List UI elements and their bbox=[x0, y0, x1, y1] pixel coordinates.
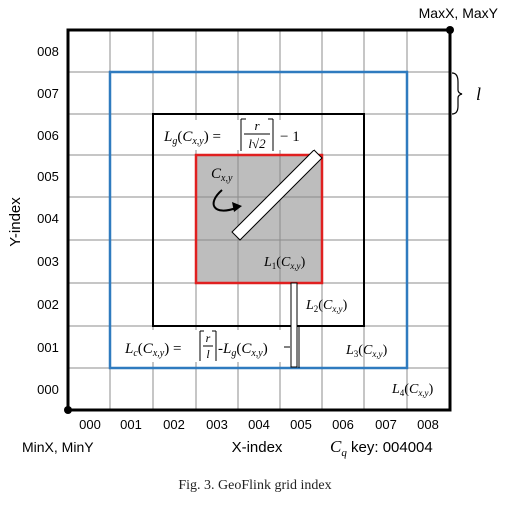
curved-arrow bbox=[212, 189, 237, 212]
min-corner-label: MinX, MinY bbox=[22, 439, 94, 455]
radius-bar bbox=[231, 149, 323, 241]
y-tick-label: 003 bbox=[37, 254, 59, 269]
svg-text:Lc(Cx,y) =: Lc(Cx,y) = bbox=[124, 341, 181, 359]
cell-width-brace bbox=[451, 72, 463, 115]
x-tick-label: 003 bbox=[206, 417, 228, 432]
svg-text:-Lg(Cx,y): -Lg(Cx,y) bbox=[218, 341, 268, 359]
svg-text:r: r bbox=[254, 118, 260, 133]
y-tick-label: 001 bbox=[37, 340, 59, 355]
layer2-boundary bbox=[152, 113, 365, 327]
y-axis-title: Y-index bbox=[7, 197, 24, 247]
x-tick-label: 001 bbox=[120, 417, 142, 432]
grid-boundary bbox=[66, 28, 452, 412]
cell-label: Cx,y bbox=[211, 166, 233, 184]
layer3-label: L3(Cx,y) bbox=[345, 343, 388, 359]
svg-text:l√2: l√2 bbox=[248, 136, 266, 151]
y-tick-label: 002 bbox=[37, 297, 59, 312]
cell-width-label: l bbox=[476, 84, 481, 104]
x-tick-label: 005 bbox=[290, 417, 312, 432]
cq-key: Cq key: 004004 bbox=[330, 437, 433, 459]
y-ticks: 008 007 006 005 004 003 002 001 000 bbox=[37, 44, 59, 397]
min-corner-dot bbox=[64, 406, 72, 414]
layer3-boundary bbox=[108, 70, 409, 370]
layer1-label: L1(Cx,y) bbox=[263, 255, 306, 271]
formula-lg: Lg(Cx,y) = r l√2 − 1 bbox=[162, 118, 314, 151]
y-tick-label: 005 bbox=[37, 169, 59, 184]
y-tick-label: 008 bbox=[37, 44, 59, 59]
y-tick-label: 007 bbox=[37, 86, 59, 101]
figure-caption: Fig. 3. GeoFlink grid index bbox=[178, 478, 332, 493]
max-corner-dot bbox=[446, 26, 454, 34]
layer2-label: L2(Cx,y) bbox=[305, 298, 348, 314]
x-axis-title: X-index bbox=[232, 439, 283, 456]
svg-text:− 1: − 1 bbox=[280, 129, 300, 145]
formula-lc: Lc(Cx,y) = r l -Lg(Cx,y) bbox=[123, 330, 290, 362]
svg-text:l: l bbox=[206, 347, 210, 361]
max-corner-label: MaxX, MaxY bbox=[419, 5, 499, 21]
leader-l2 bbox=[290, 282, 298, 368]
x-tick-label: 000 bbox=[79, 417, 101, 432]
x-tick-label: 002 bbox=[163, 417, 185, 432]
svg-text:Lg(Cx,y) =: Lg(Cx,y) = bbox=[163, 129, 221, 147]
x-tick-label: 008 bbox=[417, 417, 439, 432]
arrow-head bbox=[232, 202, 242, 212]
y-tick-label: 000 bbox=[37, 382, 59, 397]
layer1-boundary bbox=[194, 153, 324, 285]
y-tick-label: 006 bbox=[37, 128, 59, 143]
x-tick-label: 004 bbox=[248, 417, 270, 432]
y-tick-label: 004 bbox=[37, 211, 59, 226]
x-ticks: 000 001 002 003 004 005 006 007 008 bbox=[79, 417, 439, 432]
svg-text:r: r bbox=[206, 331, 211, 345]
x-tick-label: 006 bbox=[332, 417, 354, 432]
x-tick-label: 007 bbox=[375, 417, 397, 432]
layer4-label: L4(Cx,y) bbox=[391, 382, 434, 398]
